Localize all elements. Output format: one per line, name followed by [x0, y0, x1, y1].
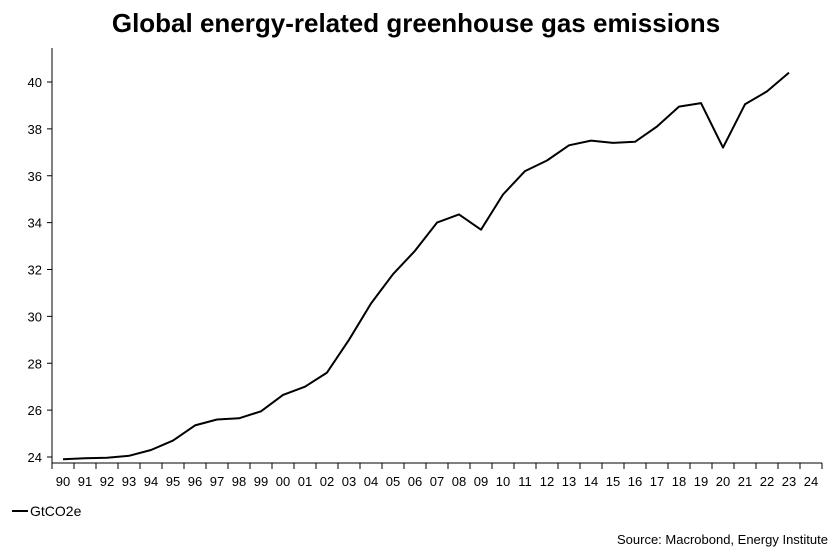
- x-tick-label: 19: [694, 474, 708, 489]
- x-tick-label: 06: [408, 474, 422, 489]
- x-tick-label: 95: [166, 474, 180, 489]
- y-tick-label: 38: [28, 122, 42, 137]
- x-tick-label: 10: [496, 474, 510, 489]
- y-tick-label: 40: [28, 75, 42, 90]
- y-tick-label: 24: [28, 450, 42, 465]
- series-line-gtco2e: [62, 71, 790, 461]
- x-tick-label: 20: [716, 474, 730, 489]
- x-tick-label: 07: [430, 474, 444, 489]
- x-tick-label: 03: [342, 474, 356, 489]
- x-tick-label: 12: [540, 474, 554, 489]
- x-tick-label: 15: [606, 474, 620, 489]
- source-note: Source: Macrobond, Energy Institute: [616, 532, 828, 547]
- x-tick-label: 96: [188, 474, 202, 489]
- x-tick-label: 05: [386, 474, 400, 489]
- y-tick-label: 36: [28, 169, 42, 184]
- x-tick-label: 14: [584, 474, 598, 489]
- x-tick-label: 21: [738, 474, 752, 489]
- x-tick-label: 18: [672, 474, 686, 489]
- x-tick-label: 94: [144, 474, 158, 489]
- x-tick-label: 16: [628, 474, 642, 489]
- x-tick-label: 22: [760, 474, 774, 489]
- y-tick-label: 32: [28, 263, 42, 278]
- chart-title: Global energy-related greenhouse gas emi…: [111, 8, 721, 38]
- x-tick-label: 99: [254, 474, 268, 489]
- y-tick-label: 26: [28, 403, 42, 418]
- x-tick-label: 09: [474, 474, 488, 489]
- y-tick-label: 28: [28, 356, 42, 371]
- x-tick-label: 11: [518, 474, 532, 489]
- y-tick-label: 34: [28, 216, 42, 231]
- x-tick-label: 93: [122, 474, 136, 489]
- x-tick-label: 90: [56, 474, 70, 489]
- x-tick-label: 08: [452, 474, 466, 489]
- x-tick-label: 24: [804, 474, 818, 489]
- x-tick-label: 01: [298, 474, 312, 489]
- x-tick-label: 23: [782, 474, 796, 489]
- x-tick-label: 02: [320, 474, 334, 489]
- series-group: [62, 71, 790, 461]
- x-tick-label: 92: [100, 474, 114, 489]
- x-tick-label: 98: [232, 474, 246, 489]
- axes: [51, 48, 822, 464]
- x-tick-label: 13: [562, 474, 576, 489]
- x-tick-label: 04: [364, 474, 378, 489]
- x-axis-ticks: 90 91 92 93 94 95 96 97 98 99 00 01 02 03 04 05 06 07 08 09…: [51, 463, 823, 489]
- legend-swatch: [12, 510, 28, 512]
- x-tick-label: 91: [78, 474, 92, 489]
- x-tick-label: 00: [276, 474, 290, 489]
- y-axis-ticks: 24 26 28 30 32 34 36 38 40: [28, 75, 52, 465]
- x-tick-label: 97: [210, 474, 224, 489]
- x-tick-label: 17: [650, 474, 664, 489]
- y-tick-label: 30: [28, 309, 42, 324]
- legend-label: GtCO2e: [30, 503, 82, 519]
- legend: GtCO2e: [12, 503, 81, 519]
